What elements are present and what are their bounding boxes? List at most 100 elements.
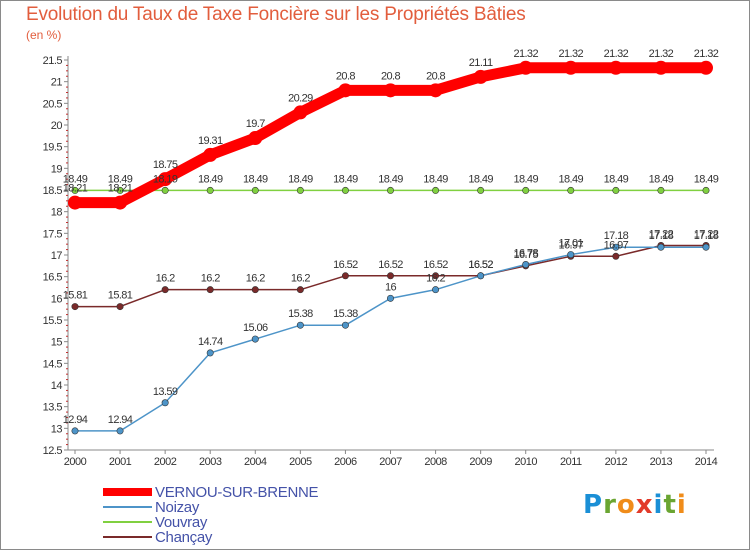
data-point [432, 286, 440, 294]
logo-letter: o [616, 490, 636, 520]
data-label: 17.18 [649, 230, 674, 242]
data-label: 16 [385, 281, 397, 293]
legend-label: Chançay [155, 529, 213, 546]
data-label: 18.49 [694, 173, 719, 185]
data-point [386, 272, 394, 280]
data-label: 15.06 [243, 322, 268, 334]
data-point [71, 303, 79, 311]
data-point [563, 60, 578, 75]
y-tick-label: 16 [51, 293, 63, 305]
data-label: 20.8 [336, 70, 355, 82]
data-label: 21.32 [604, 48, 629, 60]
data-point [567, 186, 575, 194]
data-point [68, 195, 82, 210]
data-label: 16.2 [426, 273, 445, 285]
data-label: 17.18 [604, 230, 629, 242]
y-tick-label: 15.5 [43, 315, 63, 327]
data-label: 21.11 [469, 57, 493, 69]
data-point [71, 427, 79, 435]
data-label: 19.31 [198, 135, 223, 147]
data-point [248, 131, 263, 145]
data-point [522, 186, 530, 194]
data-label: 18.49 [423, 173, 448, 185]
data-point [612, 252, 620, 260]
x-tick-label: 2008 [424, 456, 447, 468]
data-point [341, 272, 349, 280]
data-point [113, 195, 128, 210]
data-point [251, 186, 259, 194]
data-label: 16.78 [513, 248, 538, 260]
data-label: 16.52 [333, 259, 358, 271]
logo-letter: i [676, 490, 687, 520]
data-point [296, 186, 304, 194]
data-point [161, 286, 169, 294]
data-point [161, 186, 169, 194]
unit-label: (en %) [26, 28, 62, 42]
x-tick-label: 2013 [650, 456, 673, 468]
y-tick-label: 14 [51, 380, 63, 392]
data-label: 20.29 [288, 92, 313, 104]
data-label: 18.49 [243, 173, 268, 185]
data-label: 15.81 [108, 290, 133, 302]
data-point [657, 243, 665, 251]
data-point [206, 286, 214, 294]
data-point [702, 243, 710, 251]
logo-letter: t [663, 490, 677, 520]
x-tick-label: 2003 [199, 456, 222, 468]
x-tick-label: 2006 [334, 456, 357, 468]
data-point [341, 186, 349, 194]
y-tick-label: 20.5 [43, 98, 63, 110]
data-label: 17.18 [694, 230, 719, 242]
data-point [206, 186, 214, 194]
x-tick-label: 2009 [469, 456, 492, 468]
y-tick-label: 13 [51, 423, 63, 435]
data-point [612, 186, 620, 194]
data-point [518, 60, 533, 75]
series-noizay [71, 243, 710, 435]
data-label: 14.74 [198, 336, 223, 348]
x-tick-label: 2007 [379, 456, 402, 468]
data-label: 15.81 [63, 290, 88, 302]
data-label: 18.19 [153, 173, 178, 185]
series-vouvray [71, 186, 710, 194]
data-point [608, 60, 623, 75]
data-label: 18.75 [153, 159, 178, 171]
chart-title: Evolution du Taux de Taxe Foncière sur l… [26, 4, 526, 25]
data-point [702, 186, 710, 194]
series-layer [68, 60, 713, 435]
data-label: 18.49 [649, 173, 674, 185]
data-label: 20.8 [381, 70, 400, 82]
data-point [251, 335, 259, 343]
data-point [341, 321, 349, 329]
legend-label: Noizay [155, 499, 200, 516]
y-tick-label: 21.5 [43, 55, 63, 67]
y-tick-label: 14.5 [43, 358, 63, 370]
data-label: 16.75 [513, 249, 538, 261]
data-label: 21.32 [694, 48, 719, 60]
x-tick-label: 2000 [64, 456, 87, 468]
data-label: 17.22 [649, 228, 674, 240]
data-label: 16.52 [468, 259, 493, 271]
data-point [612, 243, 620, 251]
y-tick-label: 19 [51, 163, 63, 175]
data-label: 18.49 [333, 173, 358, 185]
y-tick-label: 13.5 [43, 402, 63, 414]
data-label: 18.49 [378, 173, 403, 185]
data-point [699, 60, 713, 75]
x-tick-label: 2011 [560, 456, 582, 468]
data-point [473, 69, 488, 84]
y-tick-label: 16.5 [43, 272, 63, 284]
data-point [161, 399, 169, 407]
data-label: 18.49 [604, 173, 629, 185]
y-tick-label: 17 [51, 250, 63, 262]
data-point [432, 272, 440, 280]
y-tick-label: 19.5 [43, 142, 63, 154]
x-tick-label: 2004 [244, 456, 267, 468]
data-label: 18.21 [63, 183, 88, 195]
data-point [293, 105, 308, 120]
data-label: 16.52 [423, 259, 448, 271]
data-label: 12.94 [63, 414, 88, 426]
legend-label: Vouvray [155, 514, 208, 531]
data-label: 21.32 [559, 48, 584, 60]
